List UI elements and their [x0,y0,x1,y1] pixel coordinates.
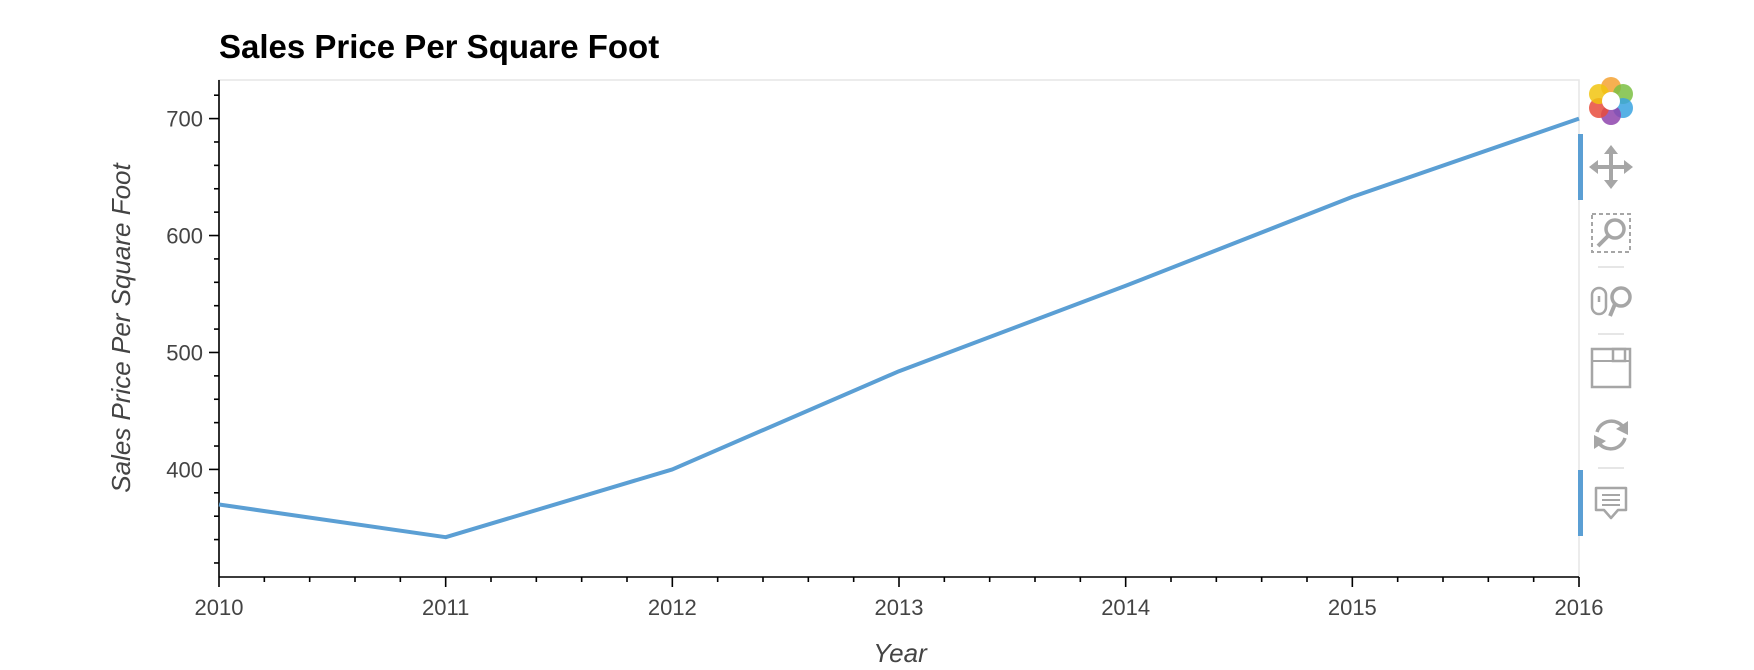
data-point[interactable] [440,531,452,543]
save-icon[interactable] [1590,347,1632,389]
y-tick-label: 700 [166,107,203,132]
x-tick-label: 2016 [1555,595,1604,620]
y-tick-label: 500 [166,340,203,365]
hover-active-indicator [1578,470,1583,536]
x-tick-label: 2010 [195,595,244,620]
pan-active-indicator [1578,134,1583,200]
pan-icon[interactable] [1589,145,1633,189]
toolbar [1578,77,1633,536]
x-tick-label: 2014 [1101,595,1150,620]
x-tick-label: 2011 [422,595,469,620]
series-layer [213,113,1585,543]
box-zoom-icon[interactable] [1591,213,1631,253]
data-point[interactable] [1573,113,1585,125]
x-tick-label: 2015 [1328,595,1377,620]
bokeh-logo-icon[interactable] [1589,77,1633,125]
y-tick-label: 400 [166,457,203,482]
chart-title: Sales Price Per Square Foot [219,28,659,65]
data-point[interactable] [893,365,905,377]
x-axis-label: Year [873,638,928,668]
axes: 2010 2011 2012 2013 2014 2015 2016 400 500 600 700 [166,80,1603,620]
x-tick-label: 2012 [648,595,697,620]
wheel-zoom-icon[interactable] [1590,286,1632,317]
series-line[interactable] [218,116,1580,540]
y-tick-label: 600 [166,224,203,249]
data-point[interactable] [213,498,225,510]
data-point[interactable] [1120,280,1132,292]
data-point[interactable] [666,463,678,475]
plot-frame[interactable] [218,79,1580,578]
hover-icon[interactable] [1594,486,1628,520]
y-axis-label: Sales Price Per Square Foot [106,161,136,492]
x-tick-label: 2013 [875,595,924,620]
reset-icon[interactable] [1594,419,1628,451]
data-point[interactable] [1346,191,1358,203]
